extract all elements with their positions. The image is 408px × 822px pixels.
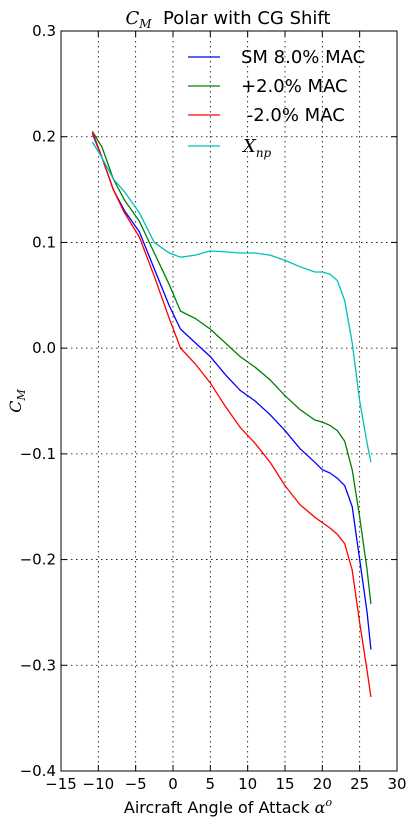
- y-tick-label: 0.0: [32, 339, 56, 357]
- y-tick-label: −0.1: [20, 445, 56, 463]
- legend: SM 8.0% MAC +2.0% MAC -2.0% MAC Xnp: [188, 47, 365, 160]
- y-tick-label: 0.1: [32, 233, 56, 251]
- x-tick-label: 20: [313, 775, 332, 793]
- x-axis-label: Aircraft Angle of Attack αo: [124, 796, 333, 817]
- x-tick-label: −10: [83, 775, 115, 793]
- y-axis-label-math-subscript: M: [15, 389, 28, 402]
- series-lines: [91, 131, 372, 698]
- legend-label-plus-2-mac: +2.0% MAC: [241, 76, 348, 97]
- y-tick-label: 0.3: [32, 22, 56, 40]
- legend-xnp-subscript: np: [256, 146, 272, 160]
- legend-label-minus-2-mac: -2.0% MAC: [241, 105, 345, 126]
- x-tick-labels: −15 −10 −5 0 5 10 15 20 25 30: [45, 775, 406, 793]
- plot-frame: [60, 30, 398, 772]
- x-tick-label: 15: [275, 775, 294, 793]
- series-line-3: [91, 141, 372, 463]
- y-tick-labels: −0.4 −0.3 −0.2 −0.1 0.0 0.1 0.2 0.3: [20, 22, 56, 780]
- y-axis-label-math-symbol: C: [6, 401, 25, 413]
- series-line-1: [91, 131, 372, 605]
- x-tick-label: −15: [45, 775, 77, 793]
- legend-label-xnp: Xnp: [241, 136, 272, 160]
- y-tick-label: −0.4: [20, 762, 56, 780]
- y-tick-label: 0.2: [32, 128, 56, 146]
- x-tick-label: 10: [238, 775, 257, 793]
- legend-xnp-symbol: X: [241, 136, 257, 157]
- title-math-subscript: M: [138, 17, 152, 31]
- x-tick-label: 30: [387, 775, 406, 793]
- y-tick-label: −0.3: [20, 656, 56, 674]
- x-tick-label: 0: [168, 775, 178, 793]
- x-axis-label-math-symbol: α: [315, 798, 326, 817]
- title-math-symbol: C: [126, 8, 140, 29]
- x-tick-label: 25: [350, 775, 369, 793]
- chart-title: CM Polar with CG Shift: [126, 8, 331, 31]
- x-tick-label: −5: [125, 775, 147, 793]
- y-axis-label: CM: [6, 389, 28, 413]
- title-text: Polar with CG Shift: [152, 8, 331, 29]
- series-line-2: [91, 131, 372, 698]
- y-tick-label: −0.2: [20, 551, 56, 569]
- grid-lines: [61, 31, 397, 771]
- x-axis-label-math-superscript: o: [325, 796, 332, 809]
- axis-ticks: [60, 30, 398, 772]
- x-axis-label-text: Aircraft Angle of Attack: [124, 798, 315, 817]
- x-tick-label: 5: [206, 775, 216, 793]
- legend-label-sm-8-mac: SM 8.0% MAC: [241, 47, 365, 68]
- series-line-0: [91, 133, 372, 650]
